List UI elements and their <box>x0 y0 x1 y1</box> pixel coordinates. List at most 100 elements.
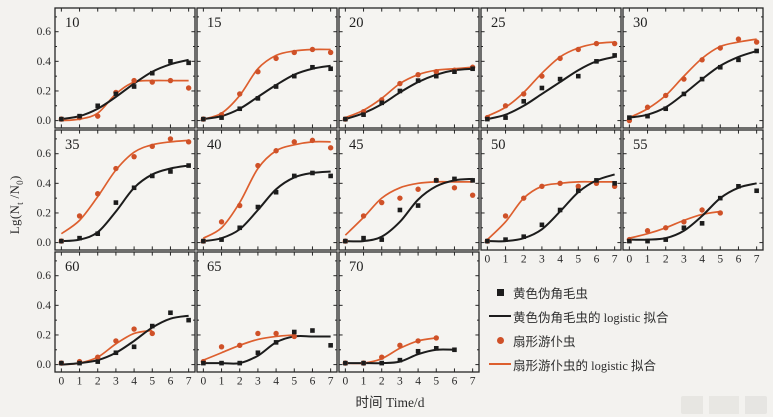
black-line-marker-icon <box>487 314 513 318</box>
orange-data-point <box>113 165 119 172</box>
black-data-point <box>328 343 333 348</box>
x-tick-label: 7 <box>328 376 334 388</box>
y-tick-label: 0.2 <box>37 207 52 219</box>
legend-label: 黄色伪角毛虫 <box>513 286 589 301</box>
orange-data-point <box>753 39 760 45</box>
black-data-point <box>328 173 333 179</box>
x-tick-label: 4 <box>131 376 137 388</box>
x-tick-label: 6 <box>168 376 174 388</box>
x-tick-label: 3 <box>255 376 261 388</box>
black-data-point <box>77 113 82 119</box>
black-data-point <box>433 73 439 79</box>
x-tick-label: 4 <box>557 254 563 266</box>
black-data-point <box>77 360 82 366</box>
black-data-point <box>452 176 457 182</box>
orange-data-point <box>291 333 297 340</box>
black-data-point <box>59 360 64 366</box>
black-data-point <box>539 85 545 91</box>
black-data-point <box>397 88 403 94</box>
legend: 黄色伪角毛虫 黄色伪角毛虫的 logistic 拟合 扇形游仆虫 扇形游仆虫的 … <box>487 280 669 376</box>
black-data-point <box>415 203 421 208</box>
x-tick-label: 6 <box>310 376 316 388</box>
orange-data-point <box>717 210 723 216</box>
subplot-55: 0 1 2 3 4 5 6 7 55 <box>622 129 764 266</box>
orange-data-point <box>539 73 545 79</box>
black-data-point <box>255 350 261 356</box>
black-data-point <box>237 225 243 231</box>
subplot-15: 15 <box>196 7 338 129</box>
orange-data-point <box>644 104 651 110</box>
black-data-point <box>168 169 173 174</box>
orange-data-point <box>557 55 563 62</box>
y-tick-label: 0.4 <box>37 300 52 312</box>
x-tick-label: 1 <box>645 254 651 266</box>
x-axis-label: 时间 Time/d <box>355 395 425 410</box>
black-data-point <box>433 178 439 183</box>
legend-item-yellow-ciliate-points: 黄色伪角毛虫 <box>487 280 669 304</box>
orange-data-point <box>237 202 243 209</box>
black-data-point <box>343 360 348 366</box>
orange-data-point <box>415 71 421 78</box>
subplot-25: 25 <box>480 7 622 129</box>
y-tick-label: 0.4 <box>37 178 52 190</box>
y-tick-label: 0.6 <box>37 148 52 160</box>
orange-data-point <box>663 92 669 99</box>
black-data-point <box>219 115 224 120</box>
y-axis-label-sub-0: 0 <box>14 180 25 185</box>
y-tick-label: 0.6 <box>37 26 52 38</box>
black-data-point <box>95 231 101 237</box>
black-data-point <box>131 185 137 191</box>
orange-data-point <box>379 199 385 206</box>
subplot-50: 0 1 2 3 4 5 6 7 50 <box>480 129 622 266</box>
panel-label: 50 <box>491 137 506 153</box>
black-data-point <box>168 310 173 316</box>
x-tick-label: 4 <box>415 376 421 388</box>
y-tick-label: 0.0 <box>37 237 52 249</box>
black-data-point <box>273 189 279 195</box>
black-data-point <box>594 59 599 64</box>
orange-data-point <box>521 91 527 97</box>
x-tick-label: 6 <box>736 254 742 266</box>
black-data-point <box>663 237 669 242</box>
x-tick-label: 4 <box>699 254 705 266</box>
panel-label: 40 <box>207 137 222 153</box>
watermark <box>681 396 767 414</box>
black-data-point <box>736 183 741 189</box>
black-data-point <box>255 204 261 210</box>
x-tick-label: 1 <box>77 376 83 388</box>
legend-item-yellow-ciliate-fit: 黄色伪角毛虫的 logistic 拟合 <box>487 304 669 328</box>
orange-data-point <box>557 180 563 187</box>
black-data-point <box>485 238 490 244</box>
orange-data-point <box>131 77 137 84</box>
orange-data-point <box>699 207 705 213</box>
orange-data-point <box>327 145 334 151</box>
black-data-point <box>379 360 385 366</box>
orange-data-point <box>451 185 458 191</box>
orange-data-point <box>273 148 279 154</box>
y-tick-label: 0.0 <box>37 115 52 127</box>
black-data-point <box>113 91 119 97</box>
black-data-point <box>273 84 279 89</box>
black-data-point <box>717 64 723 70</box>
x-tick-label: 6 <box>452 376 458 388</box>
black-data-point <box>754 48 759 54</box>
black-data-point <box>113 350 119 356</box>
black-data-point <box>77 235 82 241</box>
x-tick-label: 3 <box>681 254 687 266</box>
black-data-point <box>310 170 315 176</box>
panel-label: 25 <box>491 15 506 31</box>
orange-data-point <box>593 40 600 47</box>
subplot-10: 0.0 0.2 0.4 0.6 10 <box>37 7 196 129</box>
x-tick-label: 2 <box>521 254 527 266</box>
black-square-marker-icon <box>487 288 513 296</box>
black-data-point <box>594 178 599 183</box>
x-tick-label: 7 <box>186 376 192 388</box>
panel-label: 30 <box>633 15 648 31</box>
orange-data-point <box>273 55 279 62</box>
orange-data-point <box>397 195 403 201</box>
y-tick-label: 0.0 <box>37 359 52 371</box>
black-data-point <box>452 69 457 75</box>
black-data-point <box>168 59 173 64</box>
black-data-point <box>575 73 581 79</box>
